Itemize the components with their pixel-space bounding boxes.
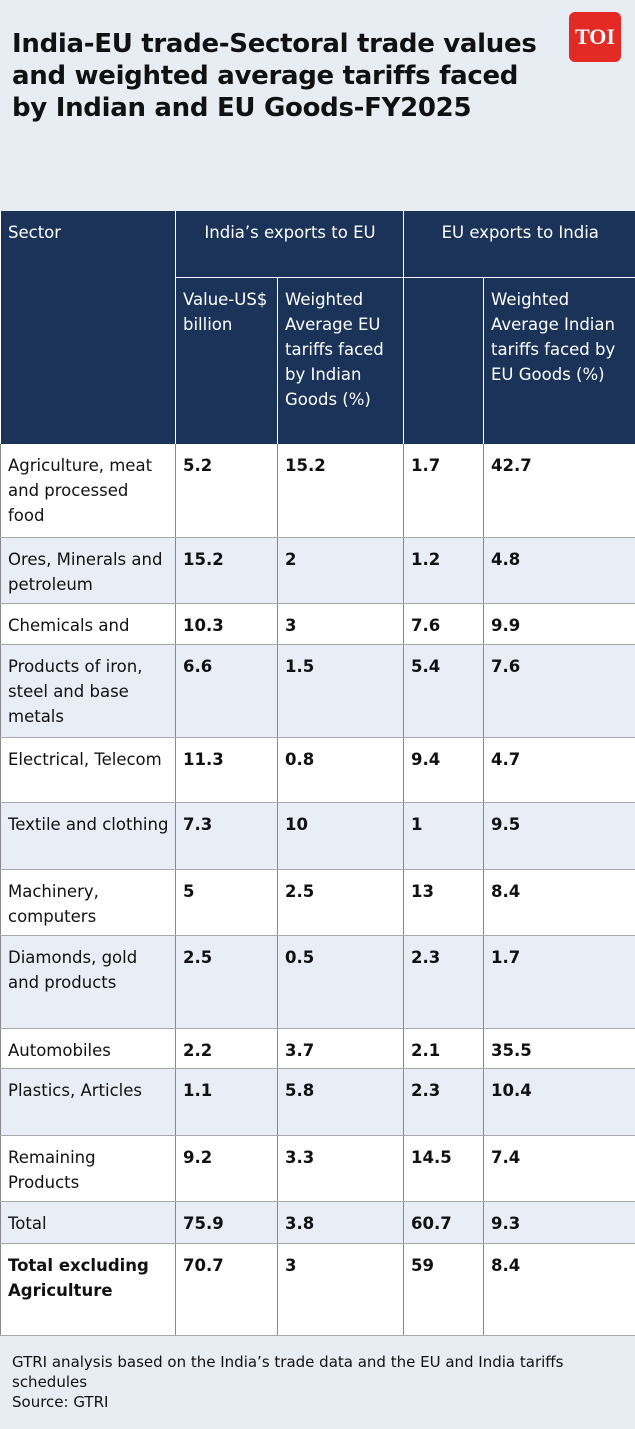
value-cell: 13 [403, 869, 484, 936]
header-cell: India’s exports to EU [175, 211, 404, 278]
value-cell: 15.2 [175, 537, 278, 604]
footer-source: Source: GTRI [12, 1393, 109, 1411]
trade-table: Sector India’s exports to EU EU exports … [0, 211, 635, 1336]
value-cell: 5.4 [403, 644, 484, 738]
table-row: Automobiles 2.2 3.7 2.1 35.5 [0, 1028, 635, 1069]
sector-cell: Electrical, Telecom [0, 737, 176, 803]
value-cell: 1.5 [277, 644, 404, 738]
value-cell: 4.8 [483, 537, 635, 604]
table-row: Ores, Minerals and petroleum 15.2 2 1.2 4.8 [0, 537, 635, 604]
value-cell: 8.4 [483, 869, 635, 936]
value-cell: 9.3 [483, 1201, 635, 1244]
footer-note: GTRI analysis based on the India’s trade… [12, 1353, 564, 1391]
table-body: Agriculture, meat and processed food 5.2 1… [0, 444, 635, 1336]
header-cell: Value-US$ billion [175, 277, 278, 444]
sector-cell: Automobiles [0, 1028, 176, 1069]
value-cell: 5.2 [175, 444, 278, 538]
value-cell: 10.3 [175, 603, 278, 645]
value-cell: 11.3 [175, 737, 278, 803]
value-cell: 3.8 [277, 1201, 404, 1244]
value-cell: 2 [277, 537, 404, 604]
value-cell: 1.7 [403, 444, 484, 538]
sector-cell: Plastics, Articles [0, 1068, 176, 1136]
table-row: Products of iron, steel and base metals 6… [0, 644, 635, 738]
value-cell: 59 [403, 1243, 484, 1336]
value-cell: 1.7 [483, 935, 635, 1029]
sector-cell: Agriculture, meat and processed food [0, 444, 176, 538]
sector-cell: Products of iron, steel and base metals [0, 644, 176, 738]
value-cell: 42.7 [483, 444, 635, 538]
value-cell: 7.6 [483, 644, 635, 738]
sector-cell: Remaining Products [0, 1135, 176, 1202]
value-cell: 8.4 [483, 1243, 635, 1336]
table-row: Total 75.9 3.8 60.7 9.3 [0, 1201, 635, 1244]
value-cell: 0.5 [277, 935, 404, 1029]
value-cell: 2.1 [403, 1028, 484, 1069]
value-cell: 15.2 [277, 444, 404, 538]
value-cell: 3.7 [277, 1028, 404, 1069]
table-row: Agriculture, meat and processed food 5.2 1… [0, 444, 635, 538]
header-cell: Weighted Average EU tariffs faced by Ind… [277, 277, 404, 444]
value-cell: 5 [175, 869, 278, 936]
table-row: Remaining Products 9.2 3.3 14.5 7.4 [0, 1135, 635, 1202]
logo: TOI [569, 12, 621, 62]
header-cell: Sector [0, 211, 176, 444]
value-cell: 14.5 [403, 1135, 484, 1202]
value-cell: 7.4 [483, 1135, 635, 1202]
value-cell: 6.6 [175, 644, 278, 738]
table-row: Plastics, Articles 1.1 5.8 2.3 10.4 [0, 1068, 635, 1136]
value-cell: 3.3 [277, 1135, 404, 1202]
value-cell: 1.2 [403, 537, 484, 604]
value-cell: 3 [277, 1243, 404, 1336]
value-cell: 9.9 [483, 603, 635, 645]
table-row: Textile and clothing 7.3 10 1 9.5 [0, 802, 635, 870]
value-cell: 2.2 [175, 1028, 278, 1069]
sector-cell: Diamonds, gold and products [0, 935, 176, 1029]
value-cell: 1 [403, 802, 484, 870]
table-row: Electrical, Telecom 11.3 0.8 9.4 4.7 [0, 737, 635, 803]
value-cell: 10 [277, 802, 404, 870]
value-cell: 2.3 [403, 935, 484, 1029]
sector-cell: Total excluding Agriculture [0, 1243, 176, 1336]
value-cell: 75.9 [175, 1201, 278, 1244]
value-cell: 7.3 [175, 802, 278, 870]
value-cell: 2.5 [175, 935, 278, 1029]
value-cell: 9.2 [175, 1135, 278, 1202]
sector-cell: Textile and clothing [0, 802, 176, 870]
value-cell: 2.5 [277, 869, 404, 936]
sector-cell: Ores, Minerals and petroleum [0, 537, 176, 604]
value-cell: 10.4 [483, 1068, 635, 1136]
header-cell [403, 277, 484, 444]
header-cell: Weighted Average Indian tariffs faced by… [483, 277, 635, 444]
value-cell: 60.7 [403, 1201, 484, 1244]
title: India-EU trade-Sectoral trade values and… [12, 29, 537, 123]
header-cell: EU exports to India [403, 211, 635, 278]
value-cell: 35.5 [483, 1028, 635, 1069]
sector-cell: Total [0, 1201, 176, 1244]
value-cell: 9.5 [483, 802, 635, 870]
value-cell: 3 [277, 603, 404, 645]
value-cell: 4.7 [483, 737, 635, 803]
value-cell: 0.8 [277, 737, 404, 803]
value-cell: 70.7 [175, 1243, 278, 1336]
table-row: Diamonds, gold and products 2.5 0.5 2.3 1.7 [0, 935, 635, 1029]
value-cell: 1.1 [175, 1068, 278, 1136]
sector-cell: Chemicals and [0, 603, 176, 645]
footer: GTRI analysis based on the India’s trade… [12, 1352, 622, 1412]
value-cell: 7.6 [403, 603, 484, 645]
value-cell: 9.4 [403, 737, 484, 803]
table-row: Machinery, computers 5 2.5 13 8.4 [0, 869, 635, 936]
sector-cell: Machinery, computers [0, 869, 176, 936]
value-cell: 2.3 [403, 1068, 484, 1136]
table-row: Total excluding Agriculture 70.7 3 59 8.4 [0, 1243, 635, 1336]
table-row: Chemicals and 10.3 3 7.6 9.9 [0, 603, 635, 645]
value-cell: 5.8 [277, 1068, 404, 1136]
